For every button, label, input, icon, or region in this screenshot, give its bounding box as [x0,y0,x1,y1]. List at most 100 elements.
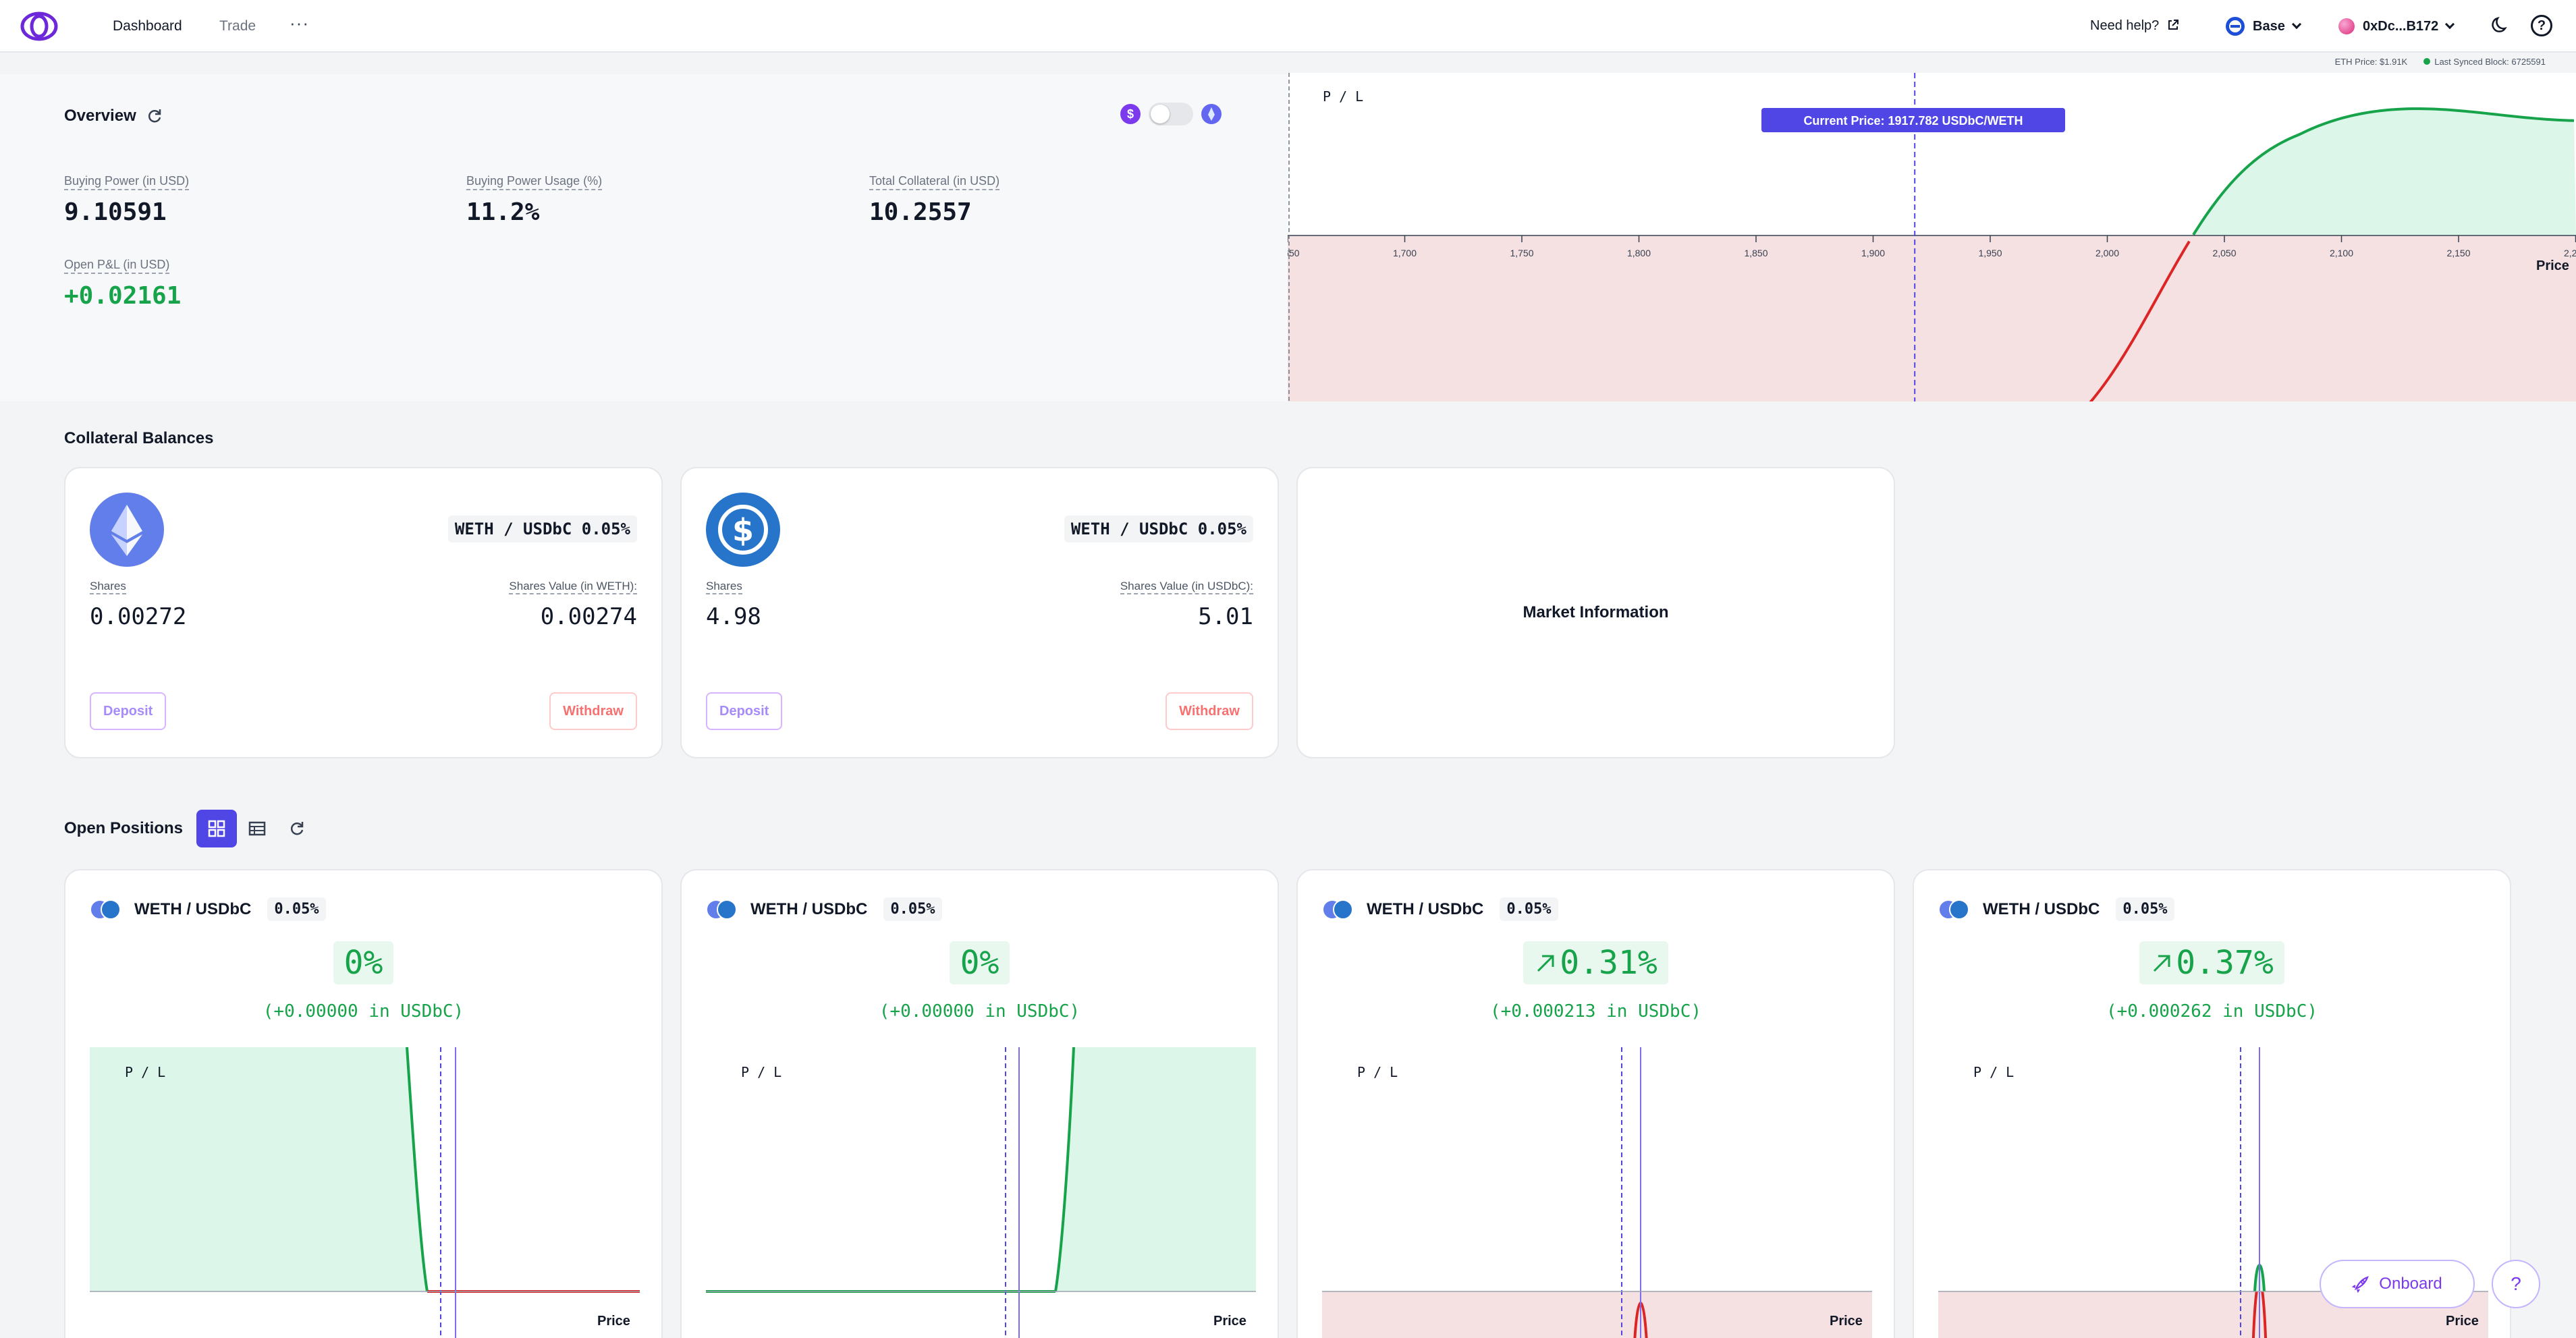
external-link-icon [2168,20,2178,30]
position-pnl-percent: 0% [682,941,1278,984]
position-header: WETH / USDbC 0.05% [706,897,942,921]
refresh-icon[interactable] [288,820,306,837]
position-fee: 0.05% [1500,897,1558,921]
profit-area [1056,1047,1256,1291]
position-pair: WETH / USDbC [1983,899,2100,918]
position-header: WETH / USDbC 0.05% [1322,897,1558,921]
profit-area [90,1047,427,1291]
deposit-button[interactable]: Deposit [90,692,167,730]
overview-header: Overview [64,107,163,126]
metric-buying-power: Buying Power (in USD) 9.10591 [64,174,190,226]
pair-icons [90,899,122,920]
position-card[interactable]: WETH / USDbC 0.05% 0.31% (+0.000213 in USDb… [1296,869,1895,1338]
position-pnl-percent-value: 0.31% [1560,944,1657,982]
position-card[interactable]: WETH / USDbC 0.05% 0% (+0.00000 in USDbC) P … [64,869,663,1338]
need-help-link[interactable]: Need help? [2090,18,2179,34]
chevron-down-icon [2291,19,2301,30]
x-tick-label: 1,750 [1510,248,1533,258]
position-pnl-percent-value: 0% [344,944,383,982]
eth-currency-icon[interactable] [1201,104,1222,124]
position-pnl-percent: 0.37% [1914,941,2510,984]
network-label: Base [2253,18,2285,34]
base-network-icon [2226,17,2245,36]
x-axis-ticks: 1,650 1,700 1,750 1,800 1,850 1,900 1,950 2,000… [1288,235,2576,258]
usd-currency-icon[interactable]: $ [1120,104,1141,124]
pair-tag: WETH / USDbC 0.05% [1064,515,1253,542]
current-price-text: Current Price: 1917.782 USDbC/WETH [1803,114,2023,128]
shares-value: 4.98 [706,603,761,630]
wallet-avatar [2338,18,2355,34]
currency-switch[interactable] [1149,103,1193,126]
shares-value-label: Shares Value (in USDbC): [1120,580,1253,594]
collateral-card-usdbc: $ WETH / USDbC 0.05% Shares 4.98 Shares … [680,467,1279,758]
pl-axis-label: P / L [125,1064,165,1080]
loss-region [1288,235,2576,401]
shares-label: Shares [706,580,742,594]
overview-title: Overview [64,107,136,125]
usdc-token-icon [1949,899,1969,920]
position-fee: 0.05% [883,897,942,921]
nav-dashboard[interactable]: Dashboard [113,18,182,34]
x-tick-label: 2,150 [2446,248,2470,258]
metric-value: 11.2% [466,198,540,226]
onboard-button[interactable]: Onboard [2320,1260,2475,1308]
profit-curve [1054,1047,1075,1292]
x-tick-label: 1,850 [1744,248,1767,258]
refresh-icon[interactable] [146,107,163,125]
market-information-card[interactable]: Market Information [1296,467,1895,758]
deposit-button[interactable]: Deposit [706,692,783,730]
withdraw-button[interactable]: Withdraw [549,692,637,730]
floating-help-button[interactable]: ? [2492,1260,2540,1308]
metric-label: Total Collateral (in USD) [869,174,1000,190]
position-fee: 0.05% [267,897,326,921]
wallet-selector[interactable]: 0xDc...B172 [2338,16,2455,36]
grid-view-button[interactable] [196,810,238,847]
svg-text:$: $ [732,512,754,549]
metric-open-pnl: Open P&L (in USD) +0.02161 [64,258,181,310]
x-tick-label: 2,050 [2212,248,2236,258]
price-axis-label: Price [2536,258,2569,273]
arrow-up-right-icon [1537,955,1554,972]
help-circle-icon[interactable]: ? [2531,15,2552,36]
metric-value: 9.10591 [64,198,167,226]
usdc-token-icon: $ [706,493,780,567]
position-pnl-percent-value: 0% [960,944,999,982]
position-card[interactable]: WETH / USDbC 0.05% 0% (+0.00000 in USDbC) P … [680,869,1279,1338]
position-pnl-percent: 0.31% [1298,941,1894,984]
x-tick-label: 1,700 [1393,248,1417,258]
shares-value-label: Shares Value (in WETH): [509,580,637,594]
profit-area [2127,109,2576,235]
position-fee: 0.05% [2116,897,2174,921]
position-card[interactable]: WETH / USDbC 0.05% 0.37% (+0.000262 in USDb… [1913,869,2511,1338]
currency-toggle: $ [1120,103,1222,126]
shares-value: 0.00272 [90,603,187,630]
moon-icon[interactable] [2490,15,2511,35]
x-tick-label: 1,900 [1861,248,1885,258]
position-pl-chart: P / L Price [1322,1047,1872,1338]
position-pair: WETH / USDbC [750,899,868,918]
collateral-balances-title: Collateral Balances [64,429,214,447]
position-header: WETH / USDbC 0.05% [90,897,326,921]
position-pnl-percent-value: 0.37% [2176,944,2274,982]
open-positions-title: Open Positions [64,819,184,837]
table-view-button[interactable] [237,810,278,847]
x-tick-label: 1,800 [1627,248,1651,258]
metric-value: +0.02161 [64,282,182,310]
pl-axis-label: P / L [1973,1064,2014,1080]
onboard-label: Onboard [2379,1275,2442,1293]
arrow-up-right-icon [2154,955,2170,972]
overview-panel: Overview $ Buying Power (in USD) 9.10591… [0,74,1288,401]
nav-trade[interactable]: Trade [219,18,256,34]
pl-axis-label: P / L [1357,1064,1398,1080]
loss-curve [2089,240,2191,401]
app-logo-icon[interactable] [20,11,58,41]
position-pnl-absolute: (+0.000213 in USDbC) [1489,1001,1702,1022]
chevron-down-icon [2445,19,2455,30]
metric-value: 10.2557 [869,198,972,226]
open-positions-header: Open Positions [64,810,306,847]
withdraw-button[interactable]: Withdraw [1166,692,1253,730]
metric-total-collateral: Total Collateral (in USD) 10.2557 [869,174,1000,226]
network-selector[interactable]: Base [2226,16,2301,36]
metric-label: Buying Power Usage (%) [466,174,603,190]
nav-more-button[interactable]: ··· [290,13,309,33]
